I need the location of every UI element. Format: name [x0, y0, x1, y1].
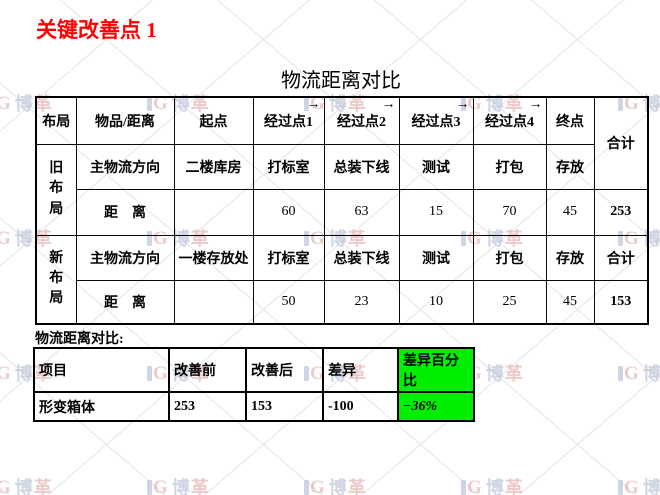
watermark: G 博革 — [618, 478, 660, 495]
cmp-pct: −36% — [397, 391, 475, 422]
header-end: 终点 — [545, 96, 595, 145]
cmp-header-item: 项目 — [33, 347, 170, 393]
right-arrow-icon: → — [455, 97, 470, 112]
cmp-after: 153 — [245, 391, 324, 422]
new-start: 一楼存放处 — [173, 234, 254, 281]
boge-logo-icon: G — [147, 478, 168, 495]
old-distance-via4: 70 — [472, 188, 547, 236]
old-station-4: 打包 — [472, 143, 547, 190]
new-distance-via4: 25 — [472, 279, 547, 325]
new-distance-total: 153 — [593, 279, 649, 325]
comparison-label: 物流距离对比: — [35, 332, 124, 347]
boge-logo-icon: G — [0, 228, 11, 249]
new-station-3: 测试 — [398, 234, 474, 281]
old-station-1: 打标室 — [252, 143, 325, 190]
old-distance-via1: 60 — [252, 188, 325, 236]
old-distance-end: 45 — [545, 188, 595, 236]
cmp-header-pct: 差异百分比 — [397, 347, 475, 393]
old-distance-label: 距 离 — [75, 188, 175, 236]
comparison-data-row: 形变箱体 253 153 -100 −36% — [33, 391, 475, 422]
new-layout-label: 新布局 — [35, 234, 77, 325]
new-distance-via2: 23 — [323, 279, 400, 325]
old-distance-via2: 63 — [323, 188, 400, 236]
right-arrow-icon: → — [381, 97, 396, 112]
new-distance-via1: 50 — [252, 279, 325, 325]
comparison-header-row: 项目 改善前 改善后 差异 差异百分比 — [33, 347, 475, 393]
cmp-diff: -100 — [322, 391, 399, 422]
old-distance-total: 253 — [593, 188, 649, 236]
watermark: G 博革 — [618, 364, 660, 383]
new-distance-via3: 10 — [398, 279, 474, 325]
comparison-table: 项目 改善前 改善后 差异 差异百分比 形变箱体 253 153 -100 −3… — [33, 347, 475, 422]
boge-logo-icon: G — [0, 93, 11, 114]
header-via2: 经过点2 → — [323, 96, 400, 145]
watermark: G 博革 — [0, 478, 53, 495]
header-total: 合计 — [593, 96, 649, 190]
new-station-2: 总装下线 — [323, 234, 400, 281]
watermark-brand-text: 博革 — [171, 477, 210, 495]
old-distance-start-cell — [173, 188, 254, 236]
watermark-brand-text: 博革 — [642, 363, 660, 384]
new-distance-end: 45 — [545, 279, 595, 325]
header-via4: 经过点4 → — [472, 96, 547, 145]
old-distance-row: 距 离 60 63 15 70 45 253 — [36, 188, 649, 236]
old-direction-row: 旧布局 主物流方向 二楼库房 打标室 总装下线 测试 打包 存放 — [35, 143, 648, 236]
old-start: 二楼库房 — [173, 143, 254, 190]
boge-logo-icon: G — [0, 477, 11, 495]
boge-logo-icon: G — [618, 478, 639, 495]
new-distance-row: 距 离 50 23 10 25 45 153 — [36, 279, 649, 325]
cmp-before: 253 — [168, 391, 247, 422]
new-station-end: 存放 — [545, 234, 595, 281]
watermark-brand-text: 博革 — [485, 477, 524, 495]
new-distance-label: 距 离 — [75, 279, 175, 325]
new-distance-start-cell — [173, 279, 254, 325]
boge-logo-icon: G — [461, 478, 482, 495]
old-station-end: 存放 — [545, 143, 595, 190]
main-table-title: 物流距离对比 — [281, 70, 401, 92]
new-station-4: 打包 — [472, 234, 547, 281]
old-direction-label: 主物流方向 — [75, 143, 175, 190]
slide-heading: 关键改善点 1 — [36, 18, 157, 42]
cmp-header-after: 改善后 — [245, 347, 324, 393]
boge-logo-icon: G — [304, 478, 325, 495]
old-distance-via3: 15 — [398, 188, 474, 236]
cmp-item: 形变箱体 — [33, 391, 170, 422]
watermark-brand-text: 博革 — [328, 477, 367, 495]
new-station-1: 打标室 — [252, 234, 325, 281]
header-via3: 经过点3 → — [398, 96, 474, 145]
boge-logo-icon: G — [0, 363, 11, 384]
watermark-brand-text: 博革 — [642, 477, 660, 495]
watermark: G 博革 — [304, 478, 367, 495]
watermark: G 博革 — [147, 478, 210, 495]
header-item-distance: 物品/距离 — [75, 96, 175, 145]
boge-logo-icon: G — [618, 364, 639, 383]
new-total-label: 合计 — [593, 234, 649, 281]
header-start: 起点 — [173, 96, 254, 145]
new-direction-row: 新布局 主物流方向 一楼存放处 打标室 总装下线 测试 打包 存放 合计 — [35, 234, 649, 325]
old-station-2: 总装下线 — [323, 143, 400, 190]
header-layout: 布局 — [35, 96, 77, 145]
watermark-brand-text: 博革 — [485, 363, 524, 384]
watermark-brand-text: 博革 — [14, 477, 53, 495]
right-arrow-icon: → — [528, 97, 543, 112]
cmp-header-before: 改善前 — [168, 347, 247, 393]
watermark: G 博革 — [461, 478, 524, 495]
right-arrow-icon: → — [306, 97, 321, 112]
new-direction-label: 主物流方向 — [75, 234, 175, 281]
header-via1: 经过点1 → — [252, 96, 325, 145]
logistics-distance-table: 布局 物品/距离 起点 经过点1 → 经过点2 → 经过点3 → 经过点4 → 终点 合… — [35, 96, 649, 325]
header-row: 布局 物品/距离 起点 经过点1 → 经过点2 → 经过点3 → 经过点4 → 终点 合… — [35, 96, 649, 190]
cmp-header-diff: 差异 — [322, 347, 399, 393]
old-station-3: 测试 — [398, 143, 474, 190]
old-layout-label: 旧布局 — [35, 143, 77, 236]
